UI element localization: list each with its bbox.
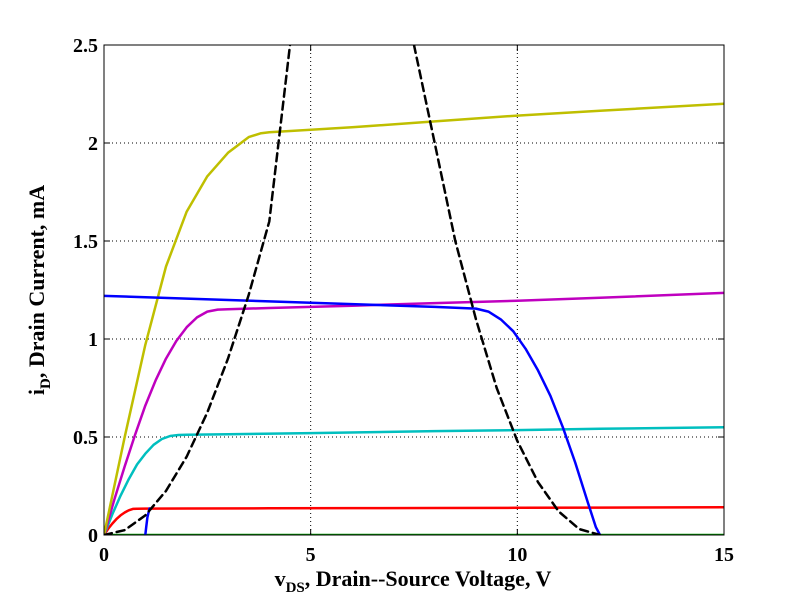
y-axis-label-rest: , Drain Current, mA [24, 185, 49, 378]
x-axis-label-main: v [275, 566, 286, 591]
series-line-4 [104, 291, 724, 535]
series-line-2 [104, 505, 724, 535]
x-tick-labels: 0 5 10 15 [99, 544, 734, 566]
x-axis-label: vDS, Drain--Source Voltage, V [275, 566, 552, 596]
series-layer [104, 45, 724, 535]
y-axis-label-main: i [24, 389, 49, 395]
x-tick-label: 15 [714, 544, 734, 566]
series-line-5 [104, 102, 724, 535]
x-tick-label: 10 [507, 544, 527, 566]
y-tick-label: 2.5 [73, 35, 98, 57]
y-tick-label: 0.5 [73, 427, 98, 449]
x-axis-label-rest: , Drain--Source Voltage, V [305, 566, 552, 591]
y-axis-label-sub: D [38, 378, 54, 389]
series-line-8 [104, 45, 292, 535]
y-tick-label: 1 [88, 329, 98, 351]
grid-lines [104, 45, 724, 535]
series-line-3 [104, 425, 724, 535]
series-line-6 [104, 294, 602, 535]
y-tick-labels: 0 0.5 1 1.5 2 2.5 [73, 35, 98, 547]
x-tick-label: 0 [99, 544, 109, 566]
series-line-9 [412, 45, 602, 535]
y-tick-label: 0 [88, 525, 98, 547]
y-tick-label: 2 [88, 133, 98, 155]
plot-frame [103, 44, 725, 536]
x-axis-label-sub: DS [286, 580, 305, 596]
tick-marks [103, 44, 725, 536]
series-line-7 [144, 507, 151, 535]
x-tick-label: 5 [306, 544, 316, 566]
y-tick-label: 1.5 [73, 231, 98, 253]
y-axis-label: iD, Drain Current, mA [24, 185, 54, 395]
